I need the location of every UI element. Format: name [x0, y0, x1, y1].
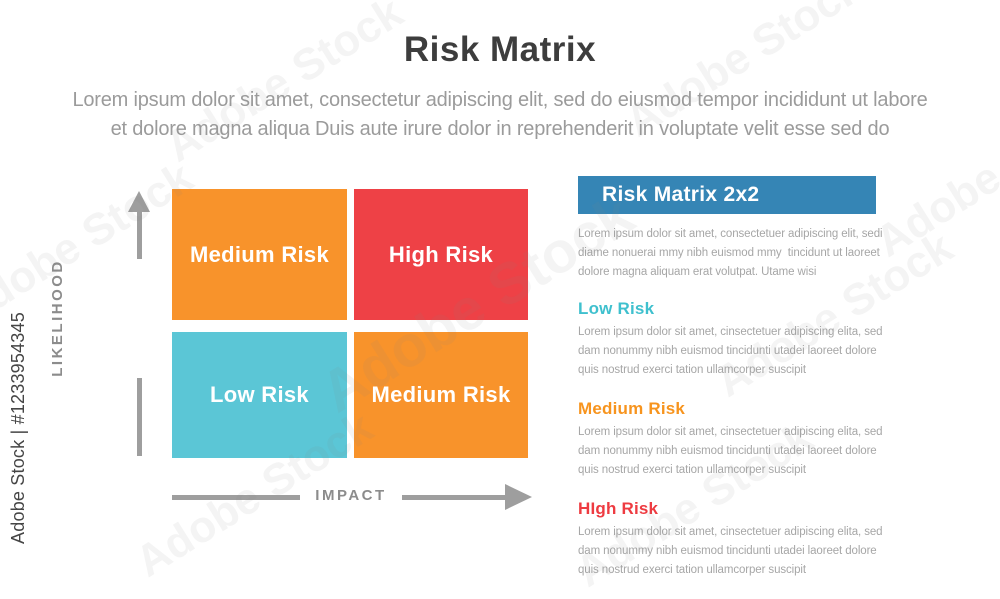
body-line: Lorem ipsum dolor sit amet, cinsectetuer… [578, 526, 883, 538]
section-high-risk: HIgh Risk Lorem ipsum dolor sit amet, ci… [578, 499, 923, 580]
likelihood-axis-label: LIKELIHOOD [49, 259, 66, 377]
adobe-stock-id-watermark: Adobe Stock | #1233954345 [8, 312, 28, 544]
intro-line: dolore magna aliquam erat volutpat. Utam… [578, 266, 817, 278]
body-line: Lorem ipsum dolor sit amet, cinsectetuer… [578, 426, 883, 438]
panel-header-bar: Risk Matrix 2x2 [578, 176, 876, 214]
quadrant-medium-risk-bottom-right: Medium Risk [354, 332, 528, 458]
info-panel: Risk Matrix 2x2 Lorem ipsum dolor sit am… [578, 176, 923, 599]
section-medium-risk: Medium Risk Lorem ipsum dolor sit amet, … [578, 399, 923, 480]
page-subtitle: Lorem ipsum dolor sit amet, consectetur … [0, 86, 1000, 144]
body-line: quis nostrud exerci tation ullamcorper s… [578, 364, 806, 376]
likelihood-axis-line-top [137, 212, 142, 259]
body-line: quis nostrud exerci tation ullamcorper s… [578, 464, 806, 476]
page-subtitle-line-2: et dolore magna aliqua Duis aute irure d… [110, 118, 890, 140]
body-line: Lorem ipsum dolor sit amet, cinsectetuer… [578, 326, 883, 338]
quadrant-label: Medium Risk [190, 241, 329, 267]
impact-axis-line-right [402, 495, 506, 500]
quadrant-high-risk-top-right: High Risk [354, 189, 528, 320]
section-body: Lorem ipsum dolor sit amet, cinsectetuer… [578, 523, 923, 580]
intro-line: diame nonuerai mmy nibh euismod mmy tinc… [578, 247, 880, 259]
quadrant-label: Medium Risk [371, 382, 511, 407]
quadrant-medium-risk-top-left: Medium Risk [172, 189, 347, 320]
panel-header-title: Risk Matrix 2x2 [602, 183, 760, 206]
section-heading: Medium Risk [578, 399, 686, 418]
quadrant-low-risk-bottom-left: Low Risk [172, 332, 347, 458]
section-heading: Low Risk [578, 299, 655, 318]
quadrant-label: Low Risk [210, 382, 309, 407]
section-heading: HIgh Risk [578, 499, 659, 518]
quadrant-label: High Risk [388, 241, 494, 267]
section-body: Lorem ipsum dolor sit amet, cinsectetuer… [578, 423, 923, 480]
section-body: Lorem ipsum dolor sit amet, cinsectetuer… [578, 323, 923, 380]
page-subtitle-line-1: Lorem ipsum dolor sit amet, consectetur … [72, 89, 928, 111]
likelihood-axis-line-bottom [137, 378, 142, 456]
arrow-right-icon [505, 484, 532, 510]
body-line: dam nonummy nibh euismod tincidunti utad… [578, 345, 877, 357]
section-low-risk: Low Risk Lorem ipsum dolor sit amet, cin… [578, 299, 923, 380]
page-title: Risk Matrix [403, 30, 597, 69]
intro-line: Lorem ipsum dolor sit amet, consectetuer… [578, 228, 883, 240]
arrow-up-icon [128, 191, 150, 212]
impact-axis-line-left [172, 495, 300, 500]
body-line: quis nostrud exerci tation ullamcorper s… [578, 564, 806, 576]
body-line: dam nonummy nibh euismod tincidunti utad… [578, 445, 877, 457]
body-line: dam nonummy nibh euismod tincidunti utad… [578, 545, 877, 557]
impact-axis-label: IMPACT [315, 487, 387, 504]
panel-intro-text: Lorem ipsum dolor sit amet, consectetuer… [578, 225, 923, 282]
